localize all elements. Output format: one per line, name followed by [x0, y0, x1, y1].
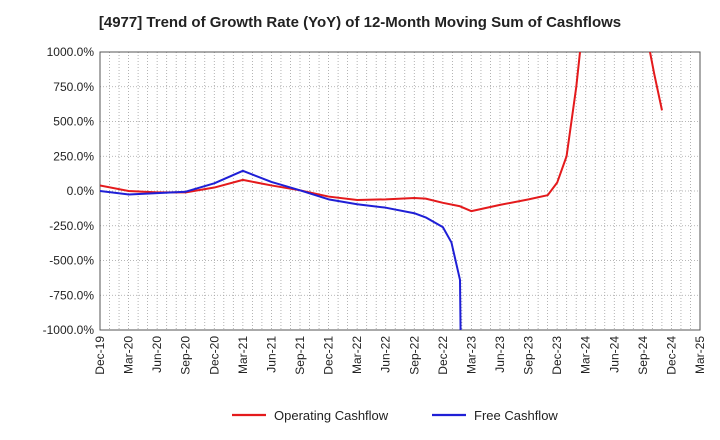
x-tick-label: Dec-21: [322, 336, 336, 375]
x-tick-label: Dec-24: [664, 336, 678, 375]
y-tick-label: 250.0%: [53, 149, 94, 163]
y-tick-label: -750.0%: [49, 288, 94, 302]
x-tick-label: Dec-19: [93, 336, 107, 375]
x-tick-label: Mar-23: [464, 336, 478, 374]
x-tick-label: Jun-23: [493, 336, 507, 373]
x-tick-label: Dec-22: [436, 336, 450, 375]
x-tick-label: Mar-22: [350, 336, 364, 374]
y-tick-label: 500.0%: [53, 115, 94, 129]
x-tick-label: Sep-24: [636, 336, 650, 375]
x-tick-label: Sep-22: [407, 336, 421, 375]
x-tick-label: Jun-20: [150, 336, 164, 373]
y-tick-label: 750.0%: [53, 80, 94, 94]
x-tick-label: Dec-23: [550, 336, 564, 375]
series-line-operating-cashflow: [649, 52, 663, 111]
y-tick-label: -250.0%: [49, 219, 94, 233]
x-tick-label: Mar-20: [122, 336, 136, 374]
legend-label-operating-cashflow: Operating Cashflow: [274, 408, 389, 423]
y-tick-label: 0.0%: [67, 184, 95, 198]
x-tick-label: Jun-24: [607, 336, 621, 373]
x-tick-label: Mar-21: [236, 336, 250, 374]
y-tick-label: -500.0%: [49, 254, 94, 268]
legend-label-free-cashflow: Free Cashflow: [474, 408, 558, 423]
chart-title: [4977] Trend of Growth Rate (YoY) of 12-…: [98, 14, 622, 31]
y-tick-label: 1000.0%: [47, 45, 95, 59]
series-line-free-cashflow: [100, 169, 462, 330]
x-tick-label: Sep-23: [522, 336, 536, 375]
x-tick-label: Mar-24: [579, 336, 593, 374]
x-tick-label: Sep-20: [179, 336, 193, 375]
y-tick-label: -1000.0%: [43, 323, 95, 337]
x-tick-label: Jun-21: [264, 336, 278, 373]
x-tick-label: Jun-22: [379, 336, 393, 373]
series-line-operating-cashflow: [100, 52, 581, 213]
x-tick-label: Dec-20: [207, 336, 221, 375]
x-tick-label: Mar-25: [693, 336, 707, 374]
x-tick-label: Sep-21: [293, 336, 307, 375]
